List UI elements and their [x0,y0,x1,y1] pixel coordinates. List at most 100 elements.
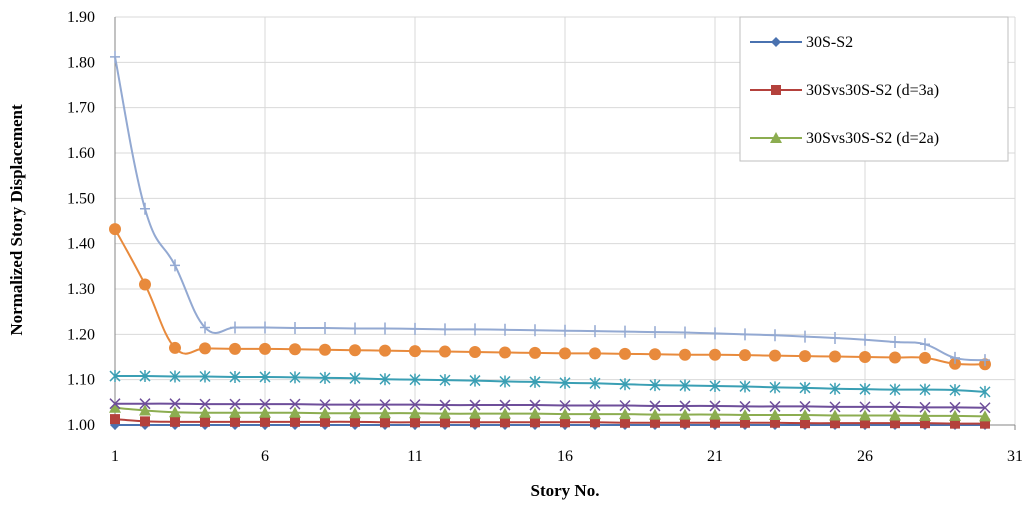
data-point [349,399,361,411]
data-point [469,399,481,411]
legend-marker [771,37,781,47]
data-point [710,417,720,428]
data-point [199,370,211,383]
data-point [139,404,151,416]
data-point [199,342,211,355]
data-point [769,349,781,362]
data-point [289,343,301,356]
x-tick-label: 21 [707,448,723,465]
data-point [529,346,541,359]
data-point [829,350,841,363]
data-point [739,400,751,412]
data-point [229,406,241,418]
data-point [469,407,481,419]
data-point [559,408,571,420]
data-point [409,399,421,411]
data-point [620,325,630,338]
data-point [680,326,690,339]
data-point [529,375,541,388]
data-point [589,347,601,360]
x-tick-label: 26 [857,448,873,465]
data-point [980,418,990,429]
data-point [230,321,240,334]
data-point [380,322,390,335]
x-tick-label: 1 [111,448,119,465]
data-point [319,399,331,411]
data-point [769,381,781,394]
data-point [919,409,931,421]
data-point [170,259,180,272]
data-point [949,409,961,421]
y-tick-label: 1.90 [67,9,95,26]
data-point [499,399,511,411]
data-point [470,417,480,428]
data-point [200,321,210,334]
data-point [859,401,871,413]
data-point [199,406,211,418]
data-point [169,406,181,418]
data-point [979,385,991,398]
y-tick-label: 1.50 [67,190,95,207]
data-point [200,416,210,427]
legend-item: 30Svs30S-S2 (d=3a) [750,82,939,99]
data-point [799,409,811,421]
data-point [889,383,901,396]
data-point [709,408,721,420]
data-point [739,380,751,393]
data-point [649,408,661,420]
data-point [469,346,481,359]
series-layer [109,50,991,430]
data-point [290,416,300,427]
data-point [109,370,121,383]
data-point [860,418,870,429]
data-point [230,416,240,427]
data-point [530,324,540,337]
data-point [409,345,421,358]
data-point [589,408,601,420]
x-axis-title: Story No. [531,481,600,500]
data-point [140,416,150,427]
data-point [650,326,660,339]
data-point [350,322,360,335]
data-point [560,324,570,337]
data-point [379,344,391,357]
legend-marker [771,85,781,95]
data-point [349,344,361,357]
data-point [619,399,631,412]
data-point [259,398,271,410]
data-point [499,346,511,359]
x-tick-labels: 1 6 11 16 21 26 31 [111,448,1022,465]
data-point [620,417,630,428]
data-point [320,321,330,334]
data-point [319,343,331,356]
data-point [410,417,420,428]
data-point [170,416,180,427]
data-point [229,398,241,410]
data-point [859,383,871,396]
data-point [229,370,241,383]
data-point [649,348,661,361]
data-point [320,416,330,427]
data-point [980,354,990,367]
data-point [409,373,421,386]
data-point [109,398,121,410]
series-7 [110,50,990,367]
data-point [950,418,960,429]
y-tick-labels: 1.00 1.10 1.20 1.30 1.40 1.50 1.60 1.70 1.80 1.90 [67,9,95,434]
data-point [229,342,241,355]
data-point [679,379,691,392]
data-point [139,278,151,291]
legend-item: 30S-S2 [750,34,853,51]
data-point [830,331,840,344]
data-point [559,399,571,412]
data-point [139,370,151,383]
data-point [979,402,991,414]
data-point [110,50,120,63]
data-point [890,336,900,349]
data-point [679,400,691,412]
data-point [289,406,301,418]
data-point [260,416,270,427]
data-point [439,345,451,358]
y-tick-label: 1.30 [67,281,95,298]
